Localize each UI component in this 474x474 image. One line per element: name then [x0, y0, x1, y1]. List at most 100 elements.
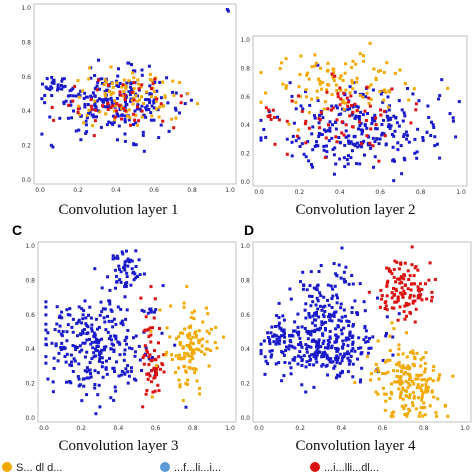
data-point-blue: [125, 81, 129, 85]
data-point-blue: [382, 118, 385, 122]
data-point-red: [123, 98, 127, 101]
data-point-orange: [259, 71, 263, 75]
data-point-blue: [328, 129, 332, 133]
data-point-blue: [137, 344, 141, 348]
data-point-blue: [431, 123, 435, 127]
data-point-orange: [178, 383, 182, 387]
data-point-blue: [105, 372, 109, 376]
data-point-orange: [127, 108, 131, 112]
data-point-blue: [306, 331, 310, 335]
data-point-blue: [159, 123, 163, 127]
data-point-blue: [341, 346, 345, 350]
data-point-red: [416, 296, 420, 300]
data-point-blue: [147, 108, 151, 111]
data-point-blue: [104, 366, 108, 370]
data-point-blue: [389, 116, 393, 120]
data-point-red: [396, 277, 400, 281]
data-point-orange: [305, 95, 308, 99]
data-point-blue: [100, 356, 104, 360]
data-point-red: [385, 284, 389, 288]
data-point-orange: [374, 76, 378, 80]
data-point-blue: [297, 136, 301, 140]
data-point-blue: [98, 313, 102, 317]
data-point-blue: [130, 347, 134, 351]
data-point-blue: [294, 139, 298, 143]
data-point-blue: [61, 85, 65, 89]
data-point-red: [162, 370, 166, 374]
data-point-blue: [109, 121, 113, 125]
data-point-red: [319, 111, 323, 115]
data-point-blue: [351, 282, 355, 286]
data-point-red: [407, 278, 411, 281]
data-point-blue: [362, 139, 366, 143]
data-point-blue: [332, 366, 336, 370]
data-point-blue: [275, 340, 279, 344]
data-point-orange: [395, 375, 399, 378]
data-point-orange: [408, 373, 412, 377]
data-point-red: [348, 114, 352, 118]
data-point-red: [334, 135, 338, 139]
data-point-blue: [348, 334, 352, 337]
data-point-orange: [310, 65, 314, 69]
data-point-blue: [72, 357, 76, 361]
data-point-blue: [100, 348, 104, 352]
data-point-blue: [61, 330, 65, 334]
data-point-blue: [99, 98, 103, 102]
data-point-blue: [417, 99, 421, 103]
data-point-blue: [284, 349, 288, 352]
data-point-orange: [296, 128, 300, 132]
data-point-orange: [331, 76, 335, 80]
data-point-blue: [309, 331, 312, 335]
data-point-orange: [188, 333, 192, 337]
x-tick-label: 0.4: [335, 189, 345, 196]
data-point-blue: [44, 305, 48, 309]
data-point-blue: [118, 267, 121, 271]
data-point-blue: [304, 302, 308, 306]
data-point-blue: [65, 339, 69, 343]
data-point-blue: [321, 313, 325, 317]
data-point-blue: [355, 141, 359, 145]
data-point-blue: [319, 294, 323, 298]
data-point-blue: [307, 329, 311, 333]
data-point-blue: [106, 330, 110, 334]
data-point-blue: [49, 143, 53, 147]
data-point-blue: [129, 283, 133, 287]
data-point-blue: [437, 97, 441, 101]
data-point-orange: [177, 366, 181, 370]
data-point-orange: [434, 411, 438, 415]
data-point-orange: [174, 370, 177, 374]
data-point-blue: [264, 135, 268, 139]
data-point-blue: [111, 366, 115, 370]
data-point-red: [400, 281, 404, 285]
data-point-blue: [321, 342, 325, 345]
data-point-red: [371, 144, 375, 148]
data-point-blue: [326, 339, 330, 342]
data-point-orange: [422, 401, 426, 405]
data-point-orange: [178, 385, 182, 389]
data-point-orange: [120, 107, 124, 111]
data-point-red: [157, 355, 161, 359]
data-point-red: [346, 104, 350, 108]
data-point-blue: [83, 91, 87, 95]
data-point-orange: [411, 352, 415, 356]
data-point-red: [413, 266, 417, 270]
data-point-red: [101, 104, 105, 108]
data-point-red: [414, 108, 418, 112]
data-point-blue: [99, 351, 103, 355]
data-point-blue: [152, 99, 156, 103]
data-point-red: [416, 285, 420, 289]
data-point-red: [353, 102, 357, 106]
data-point-blue: [274, 342, 278, 346]
data-point-orange: [111, 85, 115, 89]
data-point-blue: [277, 316, 281, 320]
data-point-blue: [374, 127, 378, 131]
data-point-red: [424, 282, 427, 286]
data-point-orange: [381, 386, 385, 390]
x-tick-label: 0.6: [151, 425, 161, 432]
data-point-red: [132, 98, 136, 102]
data-point-red: [89, 98, 93, 102]
data-point-blue: [347, 324, 351, 328]
data-point-blue: [91, 113, 95, 117]
data-point-blue: [127, 118, 131, 122]
data-point-blue: [65, 380, 68, 384]
